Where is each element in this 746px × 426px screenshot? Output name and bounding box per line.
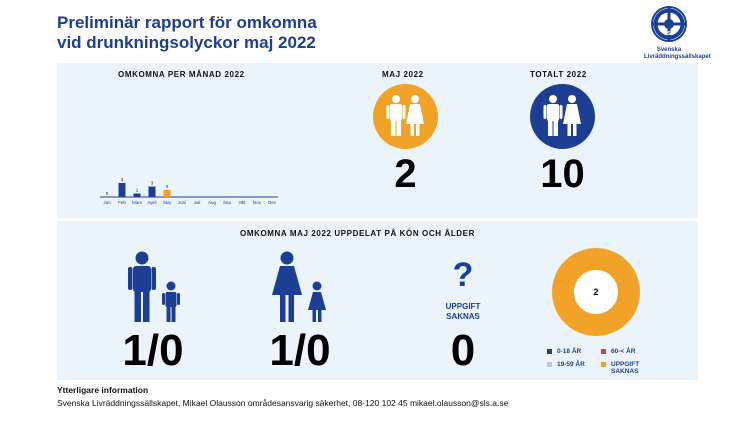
total-title: TOTALT 2022 — [530, 70, 587, 79]
may-title: MAJ 2022 — [382, 70, 424, 79]
family-icon — [373, 84, 438, 149]
women-value: 1/0 — [269, 326, 331, 375]
men-value: 1/0 — [122, 326, 184, 375]
man-boy-icon — [128, 251, 180, 322]
tick-label-jan: Jan — [103, 200, 111, 205]
legend-swatch — [547, 348, 552, 354]
breakdown-title: OMKOMNA MAJ 2022 UPPDELAT PÅ KÖN OCH ÅLD… — [240, 229, 475, 238]
legend-label: UPPGIFT — [611, 361, 640, 368]
monthly-title: OMKOMNA PER MÅNAD 2022 — [118, 70, 245, 79]
tick-label-sep: Sep — [223, 200, 232, 205]
bar-feb — [118, 183, 126, 197]
logo-letter-2: L — [674, 15, 677, 21]
unknown-label: UPPGIFT SAKNAS — [428, 302, 498, 322]
footer-heading: Ytterligare information — [57, 385, 149, 395]
logo-text-1: Svenska — [656, 47, 682, 53]
unknown-label-line-2: SAKNAS — [446, 312, 480, 321]
value-label-maj: 2 — [166, 184, 169, 189]
logo-text-2: Livräddningssällskapet — [644, 54, 711, 60]
footer-contact: Svenska Livräddningssällskapet, Mikael O… — [57, 398, 509, 408]
bar-mars — [133, 193, 141, 197]
page-title: Preliminär rapport för omkomna vid drunk… — [57, 13, 317, 53]
logo-letter-1: S — [660, 15, 664, 21]
legend-label-2: SAKNAS — [611, 368, 639, 375]
tick-label-juni: Juni — [178, 200, 186, 205]
total-value: 10 — [540, 152, 585, 196]
value-label-april: 3 — [151, 181, 154, 186]
family-icon-total — [530, 84, 595, 149]
monthly-bar-chart: 0 Jan 4 Feb 1 Mars 3 April 2 Maj Juni Juli Aug Sep Okt… — [100, 177, 278, 205]
question-icon: ? — [452, 256, 474, 294]
value-label-mars: 1 — [136, 188, 139, 193]
legend-label: 60-< ÅR — [611, 348, 636, 355]
title-line-2: vid drunkningsolyckor maj 2022 — [57, 33, 316, 52]
value-label-jan: 0 — [106, 191, 109, 196]
bar-maj — [163, 190, 171, 197]
tick-label-maj: Maj — [163, 200, 170, 205]
tick-label-nov: Nov — [253, 200, 262, 205]
tick-label-feb: Feb — [118, 200, 126, 205]
woman-girl-icon — [272, 251, 326, 322]
legend-label: 0-18 ÅR — [557, 348, 582, 355]
tick-label-juli: Juli — [194, 200, 201, 205]
donut-center-value: 2 — [593, 287, 599, 297]
bar-april — [148, 186, 156, 197]
tick-label-okt: Okt — [238, 200, 246, 205]
tick-label-april: April — [147, 200, 156, 205]
legend-item-0-18: 0-18 ÅR — [547, 348, 581, 355]
value-label-feb: 4 — [121, 177, 124, 182]
legend-item-unknown: UPPGIFT SAKNAS — [601, 361, 639, 375]
tick-label-mars: Mars — [132, 200, 143, 205]
logo-letter-3: S — [667, 31, 671, 37]
legend-item-19-59: 19-59 ÅR — [547, 361, 585, 368]
tick-label-dec: Dec — [268, 200, 277, 205]
legend-label: 19-59 ÅR — [557, 361, 585, 368]
sls-logo: S L S Svenska Livräddningssällskapet — [644, 6, 711, 61]
unknown-label-line-1: UPPGIFT — [445, 302, 481, 311]
may-value: 2 — [394, 152, 417, 196]
title-line-1: Preliminär rapport för omkomna — [57, 13, 317, 32]
unknown-value: 0 — [450, 326, 476, 375]
legend-swatch — [601, 348, 606, 354]
legend-swatch — [547, 361, 552, 367]
donut-ring — [552, 248, 640, 336]
tick-label-aug: Aug — [208, 200, 217, 205]
legend-item-60: 60-< ÅR — [601, 348, 635, 355]
age-donut-chart — [552, 248, 640, 336]
sls-logo-icon: S L S — [651, 6, 687, 42]
legend-swatch — [601, 362, 606, 367]
